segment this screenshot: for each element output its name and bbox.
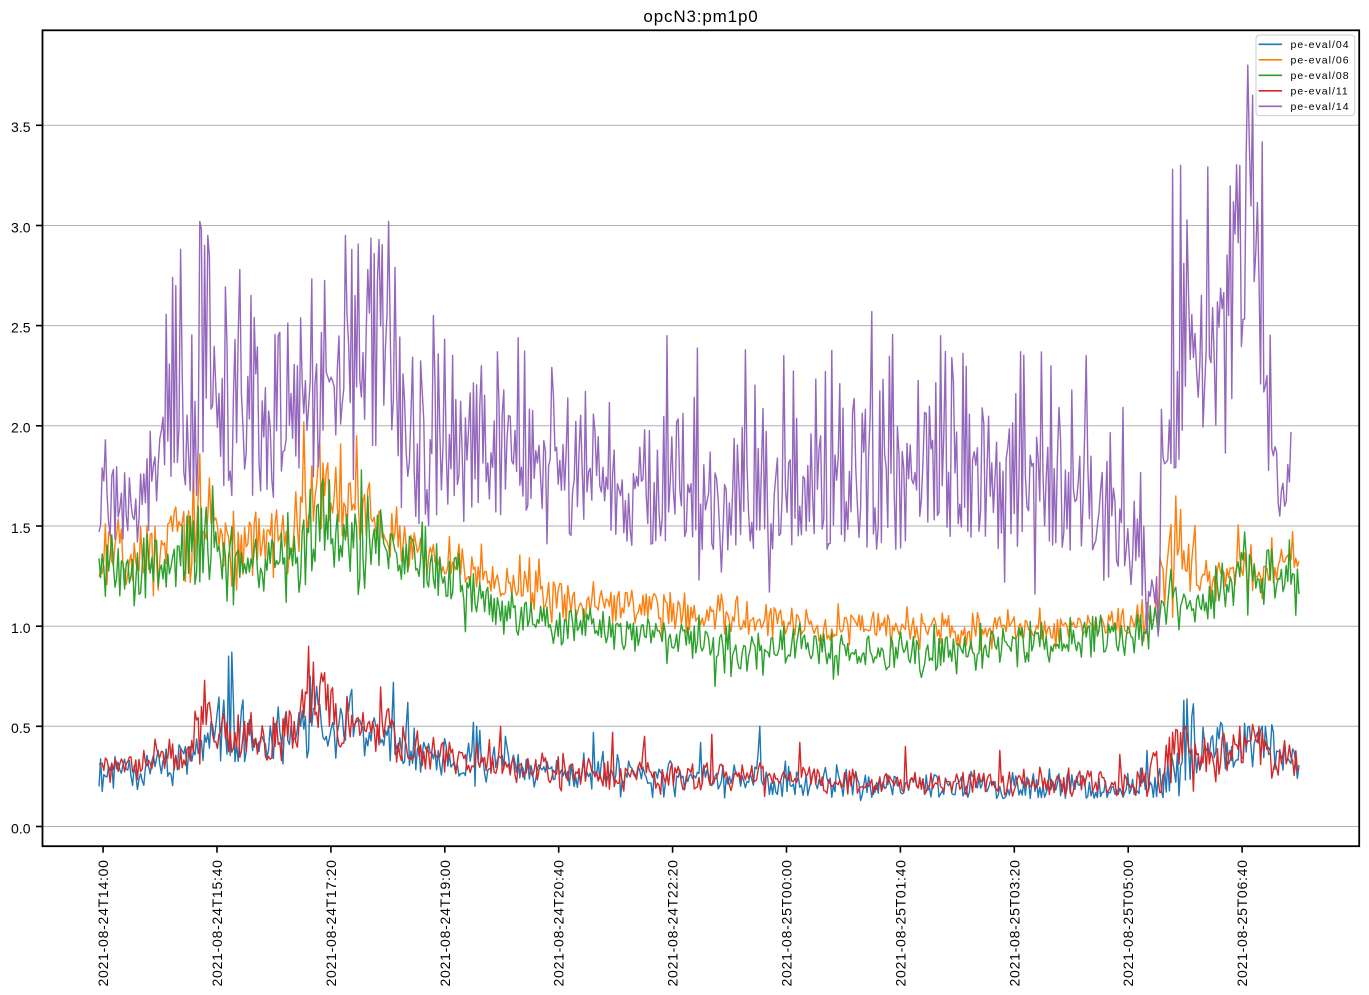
svg-text:2021-08-25T00:00: 2021-08-25T00:00: [779, 859, 795, 986]
svg-text:2.0: 2.0: [11, 420, 31, 436]
svg-text:2021-08-25T05:00: 2021-08-25T05:00: [1120, 859, 1136, 986]
svg-text:pe-eval/14: pe-eval/14: [1291, 101, 1350, 113]
svg-text:pe-eval/08: pe-eval/08: [1291, 70, 1350, 82]
svg-text:1.5: 1.5: [11, 520, 31, 536]
svg-text:2021-08-25T06:40: 2021-08-25T06:40: [1234, 859, 1250, 986]
svg-text:0.5: 0.5: [11, 720, 31, 736]
svg-text:pe-eval/06: pe-eval/06: [1291, 55, 1350, 67]
svg-text:3.0: 3.0: [11, 219, 31, 235]
svg-text:2021-08-25T03:20: 2021-08-25T03:20: [1006, 859, 1022, 986]
svg-text:2021-08-24T17:20: 2021-08-24T17:20: [323, 859, 339, 986]
svg-text:2.5: 2.5: [11, 319, 31, 335]
svg-text:3.5: 3.5: [11, 119, 31, 135]
svg-text:2021-08-24T20:40: 2021-08-24T20:40: [551, 859, 567, 986]
svg-text:1.0: 1.0: [11, 620, 31, 636]
svg-text:pe-eval/04: pe-eval/04: [1291, 39, 1350, 51]
svg-text:2021-08-24T22:20: 2021-08-24T22:20: [665, 859, 681, 986]
svg-text:2021-08-24T15:40: 2021-08-24T15:40: [209, 859, 225, 986]
svg-text:2021-08-25T01:40: 2021-08-25T01:40: [892, 859, 908, 986]
svg-text:2021-08-24T14:00: 2021-08-24T14:00: [95, 859, 111, 986]
svg-text:0.0: 0.0: [11, 820, 31, 836]
svg-text:pe-eval/11: pe-eval/11: [1291, 86, 1349, 98]
svg-text:opcN3:pm1p0: opcN3:pm1p0: [643, 7, 758, 26]
svg-text:2021-08-24T19:00: 2021-08-24T19:00: [437, 859, 453, 986]
